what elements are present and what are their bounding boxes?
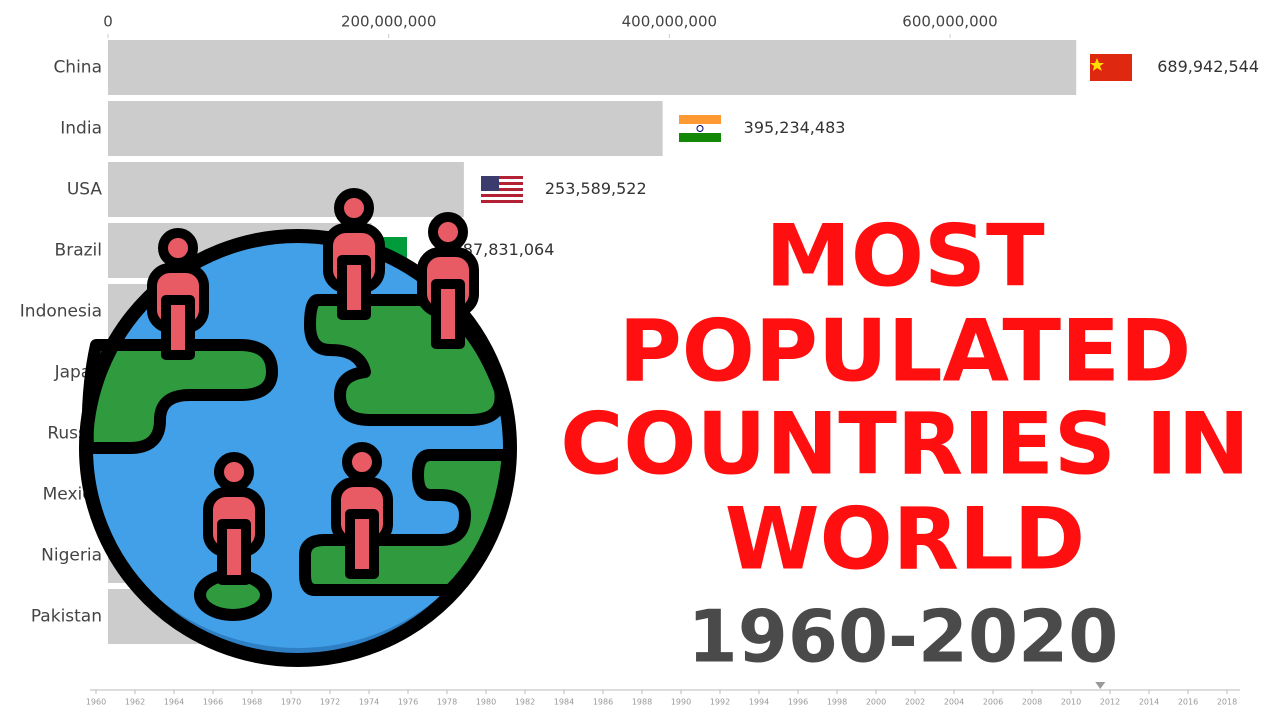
timeline-label: 1998: [827, 698, 847, 707]
timeline-label: 1984: [554, 698, 574, 707]
value-label: 187,831,064: [453, 240, 555, 259]
timeline-label: 1974: [359, 698, 379, 707]
value-label: 689,942,544: [1157, 57, 1259, 76]
category-label: Indonesia: [20, 302, 102, 322]
timeline-label: 2010: [1061, 698, 1081, 707]
title-line: POPULATED: [619, 301, 1191, 401]
title-line: COUNTRIES IN: [560, 394, 1250, 494]
bar: [108, 162, 464, 217]
value-label: 253,589,522: [545, 179, 647, 198]
overlay-title: MOST POPULATED COUNTRIES IN WORLD 1960-2…: [560, 206, 1250, 678]
category-label: India: [60, 119, 102, 139]
title-line: MOST: [765, 206, 1045, 306]
timeline-label: 1964: [164, 698, 184, 707]
timeline-label: 2006: [983, 698, 1003, 707]
timeline-label: 1990: [671, 698, 691, 707]
timeline: 1960 1962 1964 1966 1968 1970 1972 1974 1976 1978…: [86, 682, 1240, 707]
timeline-label: 2004: [944, 698, 964, 707]
category-label: China: [53, 58, 102, 78]
bar: [108, 101, 663, 156]
category-label: Nigeria: [41, 546, 102, 566]
flag-india: [679, 115, 721, 142]
value-label: 395,234,483: [744, 118, 846, 137]
timeline-label: 1962: [125, 698, 145, 707]
timeline-label: 2012: [1100, 698, 1120, 707]
timeline-label: 2016: [1178, 698, 1198, 707]
timeline-label: 2014: [1139, 698, 1159, 707]
category-label: USA: [67, 180, 103, 200]
flag-china: [1090, 54, 1132, 81]
timeline-label: 2008: [1022, 698, 1042, 707]
timeline-label: 1986: [593, 698, 613, 707]
timeline-label: 2002: [905, 698, 925, 707]
years: 1960-2020: [688, 595, 1119, 679]
x-tick-label: 600,000,000: [902, 13, 997, 31]
title-line: WORLD: [725, 489, 1085, 589]
timeline-label: 1988: [632, 698, 652, 707]
category-label: Pakistan: [31, 607, 102, 627]
timeline-label: 1980: [476, 698, 496, 707]
timeline-label: 1994: [749, 698, 769, 707]
timeline-label: 1960: [86, 698, 106, 707]
flag-usa: [481, 176, 523, 203]
timeline-label: 2018: [1217, 698, 1237, 707]
x-tick-label: 200,000,000: [341, 13, 436, 31]
timeline-label: 1992: [710, 698, 730, 707]
timeline-label: 1966: [203, 698, 223, 707]
timeline-marker: [1095, 682, 1106, 689]
globe-icon: [79, 188, 517, 667]
bar: [108, 40, 1077, 95]
x-tick-label: 400,000,000: [622, 13, 717, 31]
category-label: Brazil: [55, 241, 102, 261]
timeline-label: 1996: [788, 698, 808, 707]
timeline-label: 1972: [320, 698, 340, 707]
timeline-label: 1982: [515, 698, 535, 707]
x-tick-label: 0: [103, 13, 113, 31]
timeline-label: 1968: [242, 698, 262, 707]
timeline-label: 1976: [398, 698, 418, 707]
timeline-label: 1970: [281, 698, 301, 707]
timeline-label: 2000: [866, 698, 886, 707]
timeline-label: 1978: [437, 698, 457, 707]
